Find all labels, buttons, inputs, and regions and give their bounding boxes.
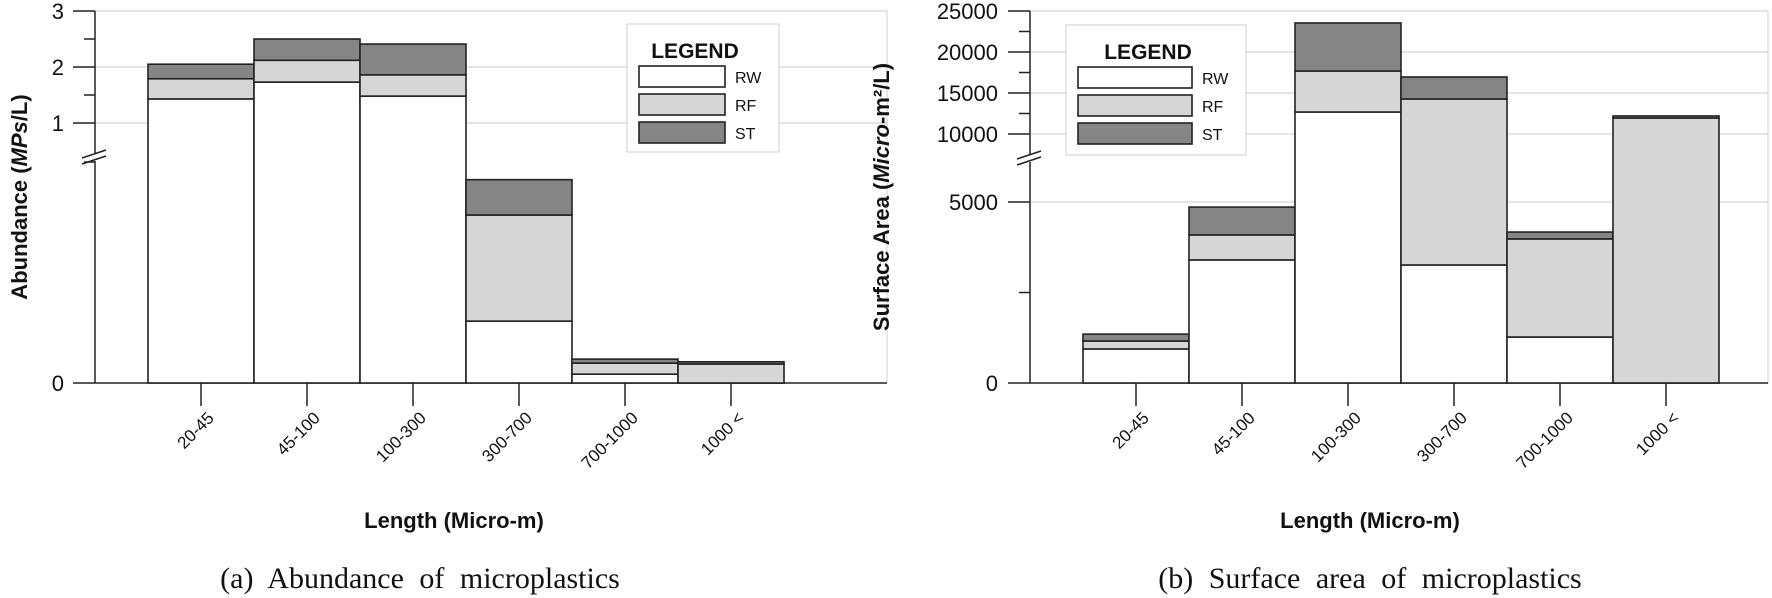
figure-caption: (a) Abundance of microplastics [220,562,620,595]
bar-rf-1 [253,59,361,83]
surface-area-chart: 0 5000 10000 15000 20000 25000 20-45 45-100 100-… [869,0,1769,595]
bar-st-5 [1612,115,1720,119]
y-axis-label-part: -m²/L) [869,63,894,124]
y-tick-label: 1 [52,111,64,136]
y-tick-label: 2 [52,55,64,80]
x-tick-label: 45-100 [1208,408,1259,459]
legend: LEGEND RW RF ST [1065,24,1247,156]
bar-rf-0 [147,77,255,100]
y-tick-label: 25000 [937,0,998,24]
bar-rw-4 [1506,336,1614,384]
legend-title: LEGEND [1104,41,1192,64]
bar-rf-2 [359,74,467,97]
y-tick-label: 20000 [937,40,998,65]
x-tick-label: 20-45 [1109,408,1153,452]
bar-rw-2 [1294,111,1402,384]
y-tick-label: 3 [52,0,64,24]
legend-swatch-st [638,121,726,144]
x-tick-label: 1000 < [697,408,748,459]
x-tick-label: 700-1000 [1513,408,1577,472]
bar-st-2 [1294,22,1402,72]
bar-rf-4 [571,362,679,375]
bar-rw-0 [1082,348,1190,384]
y-axis-label-part: MPs [7,121,32,166]
y-axis-label-part: Micro [869,124,894,183]
y-tick-label: 5000 [949,190,998,215]
bar-rf-5 [677,363,785,384]
legend-swatch-rf [638,93,726,116]
x-tick-label: 300-700 [478,408,536,466]
x-tick-label: 45-100 [273,408,324,459]
y-tick-label: 0 [52,371,64,396]
y-tick-label: 10000 [937,122,998,147]
bar-st-1 [253,38,361,62]
y-axis-label-part: /L) [7,94,32,121]
axis-break-icon [81,149,109,165]
legend-title: LEGEND [651,40,739,63]
legend-label: RW [735,70,762,87]
x-tick-label: 300-700 [1413,408,1471,466]
bar-rf-2 [1294,70,1402,113]
bar-st-3 [465,178,573,216]
bar-rf-0 [1082,340,1190,350]
y-axis-label-part: Abundance ( [7,166,32,300]
bar-st-4 [1506,231,1614,240]
axis-break-icon [1016,150,1044,166]
y-axis-label-part: Surface Area ( [869,182,894,331]
x-tick-label: 100-300 [372,408,430,466]
bar-st-2 [359,43,467,76]
bar-rw-4 [571,373,679,384]
bar-rf-3 [1400,98,1508,266]
y-axis-label: Surface Area (Micro-m²/L) [869,63,894,331]
bar-st-0 [147,63,255,80]
bar-rw-2 [359,95,467,384]
figure-caption: (b) Surface area of microplastics [1158,562,1581,595]
bar-rw-3 [465,320,573,384]
legend-label: RF [1202,99,1224,116]
legend-swatch-rw [638,65,726,88]
x-tick-label: 700-1000 [578,408,642,472]
bar-rw-0 [147,98,255,384]
bar-st-5 [677,360,785,365]
x-tick-label: 100-300 [1307,408,1365,466]
bar-st-3 [1400,76,1508,100]
y-axis-label: Abundance (MPs/L) [7,94,32,299]
y-tick-label: 0 [986,371,998,396]
bar-rw-1 [253,81,361,384]
legend-label: RW [1202,71,1229,88]
legend-label: RF [735,98,757,115]
legend-label: ST [735,126,756,143]
bar-rw-3 [1400,264,1508,384]
x-axis-label: Length (Micro-m) [364,508,544,533]
x-tick-label: 1000 < [1632,408,1683,459]
bar-rf-1 [1188,234,1296,261]
abundance-chart: 0 1 2 3 20-45 45-100 100-300 300-700 700-1000 100… [7,0,888,595]
bar-rf-5 [1612,117,1720,384]
legend-label: ST [1202,127,1223,144]
bar-rf-4 [1506,238,1614,338]
x-tick-label: 20-45 [174,408,218,452]
y-tick-label: 15000 [937,81,998,106]
bar-rf-3 [465,214,573,322]
legend-swatch-rw [1077,66,1193,89]
bar-st-0 [1082,333,1190,342]
bar-rw-1 [1188,259,1296,384]
legend-swatch-rf [1077,94,1193,117]
bar-st-4 [571,358,679,364]
bar-st-1 [1188,206,1296,236]
x-axis-label: Length (Micro-m) [1280,508,1460,533]
legend: LEGEND RW RF ST [626,23,780,153]
legend-swatch-st [1077,122,1193,145]
